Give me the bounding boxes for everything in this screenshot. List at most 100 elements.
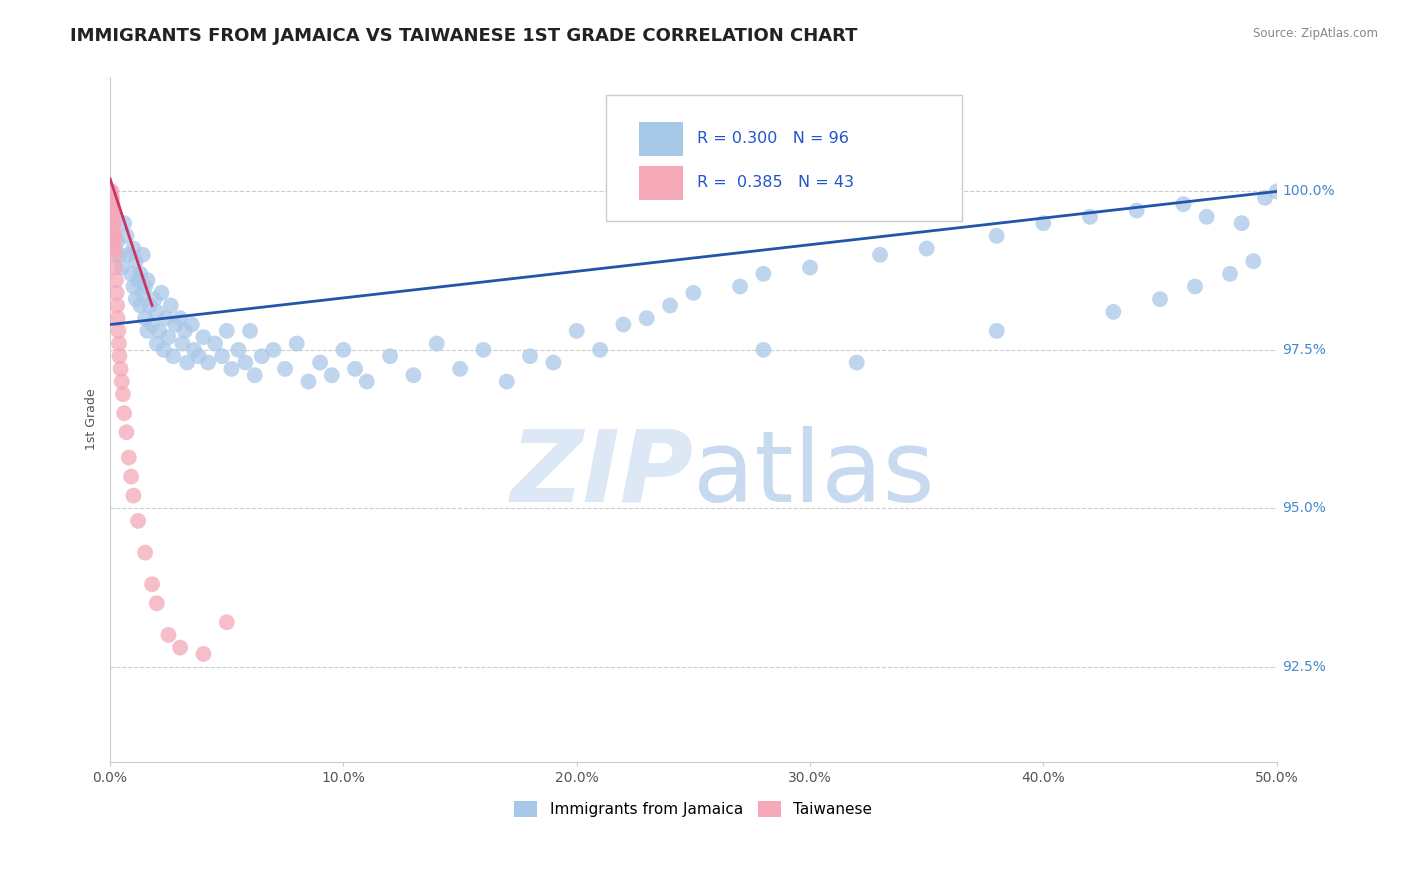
Legend: Immigrants from Jamaica, Taiwanese: Immigrants from Jamaica, Taiwanese — [509, 795, 879, 823]
Point — [180, 318, 202, 332]
Point — [118, 450, 141, 465]
Point — [105, 299, 128, 313]
Point — [100, 197, 122, 211]
Point — [108, 248, 131, 262]
Point — [215, 324, 238, 338]
Point — [101, 191, 124, 205]
Point — [111, 375, 134, 389]
Point — [112, 216, 135, 230]
Point — [239, 324, 262, 338]
Point — [136, 324, 159, 338]
Point — [215, 615, 238, 630]
Point — [145, 336, 167, 351]
Point — [122, 242, 145, 256]
Point — [1254, 191, 1277, 205]
Point — [143, 292, 166, 306]
Point — [869, 248, 891, 262]
Point — [120, 267, 142, 281]
Point — [115, 425, 138, 440]
Point — [162, 349, 184, 363]
Point — [157, 330, 180, 344]
Point — [105, 285, 128, 300]
Point — [274, 362, 297, 376]
Point — [100, 191, 122, 205]
Point — [1032, 216, 1054, 230]
Y-axis label: 1st Grade: 1st Grade — [86, 389, 98, 450]
Point — [101, 210, 124, 224]
Point — [100, 203, 122, 218]
Point — [103, 242, 125, 256]
Point — [752, 343, 775, 357]
Point — [129, 299, 152, 313]
Point — [204, 336, 226, 351]
Point — [1078, 210, 1101, 224]
Point — [332, 343, 354, 357]
Point — [187, 349, 209, 363]
Point — [221, 362, 243, 376]
Point — [1184, 279, 1206, 293]
Point — [118, 248, 141, 262]
Point — [165, 318, 187, 332]
Point — [1230, 216, 1253, 230]
Point — [915, 242, 938, 256]
Point — [145, 305, 167, 319]
Point — [228, 343, 250, 357]
Point — [519, 349, 541, 363]
Bar — [638, 166, 683, 200]
Text: 92.5%: 92.5% — [1282, 659, 1326, 673]
Point — [262, 343, 284, 357]
Point — [104, 260, 127, 275]
Point — [101, 222, 124, 236]
Text: R = 0.300   N = 96: R = 0.300 N = 96 — [697, 131, 849, 146]
Point — [565, 324, 588, 338]
Text: 100.0%: 100.0% — [1282, 185, 1336, 199]
Point — [659, 299, 682, 313]
Point — [103, 228, 125, 243]
Point — [101, 203, 124, 218]
Point — [129, 267, 152, 281]
Point — [101, 197, 124, 211]
Point — [157, 628, 180, 642]
Point — [169, 640, 191, 655]
Point — [105, 235, 128, 249]
Point — [682, 285, 704, 300]
Point — [589, 343, 612, 357]
Point — [1125, 203, 1147, 218]
Point — [183, 343, 205, 357]
Point — [108, 336, 131, 351]
Point — [986, 228, 1008, 243]
Point — [139, 299, 162, 313]
Point — [426, 336, 449, 351]
Text: R =  0.385   N = 43: R = 0.385 N = 43 — [697, 175, 853, 190]
Point — [152, 343, 174, 357]
Text: Source: ZipAtlas.com: Source: ZipAtlas.com — [1253, 27, 1378, 40]
Point — [155, 311, 177, 326]
Point — [378, 349, 401, 363]
Text: IMMIGRANTS FROM JAMAICA VS TAIWANESE 1ST GRADE CORRELATION CHART: IMMIGRANTS FROM JAMAICA VS TAIWANESE 1ST… — [70, 27, 858, 45]
Point — [104, 248, 127, 262]
Point — [110, 362, 132, 376]
Point — [402, 368, 425, 383]
Point — [134, 279, 156, 293]
Point — [1219, 267, 1241, 281]
Point — [636, 311, 658, 326]
Point — [108, 349, 131, 363]
Point — [344, 362, 367, 376]
Point — [159, 299, 181, 313]
Point — [132, 285, 155, 300]
Point — [112, 406, 135, 420]
Point — [107, 324, 129, 338]
Point — [132, 248, 155, 262]
Point — [127, 273, 149, 287]
Point — [122, 279, 145, 293]
FancyBboxPatch shape — [606, 95, 962, 221]
Point — [111, 387, 134, 401]
Point — [150, 285, 173, 300]
Point — [104, 228, 127, 243]
Point — [115, 228, 138, 243]
Point — [103, 210, 125, 224]
Point — [211, 349, 233, 363]
Point — [309, 355, 332, 369]
Point — [495, 375, 517, 389]
Point — [449, 362, 471, 376]
